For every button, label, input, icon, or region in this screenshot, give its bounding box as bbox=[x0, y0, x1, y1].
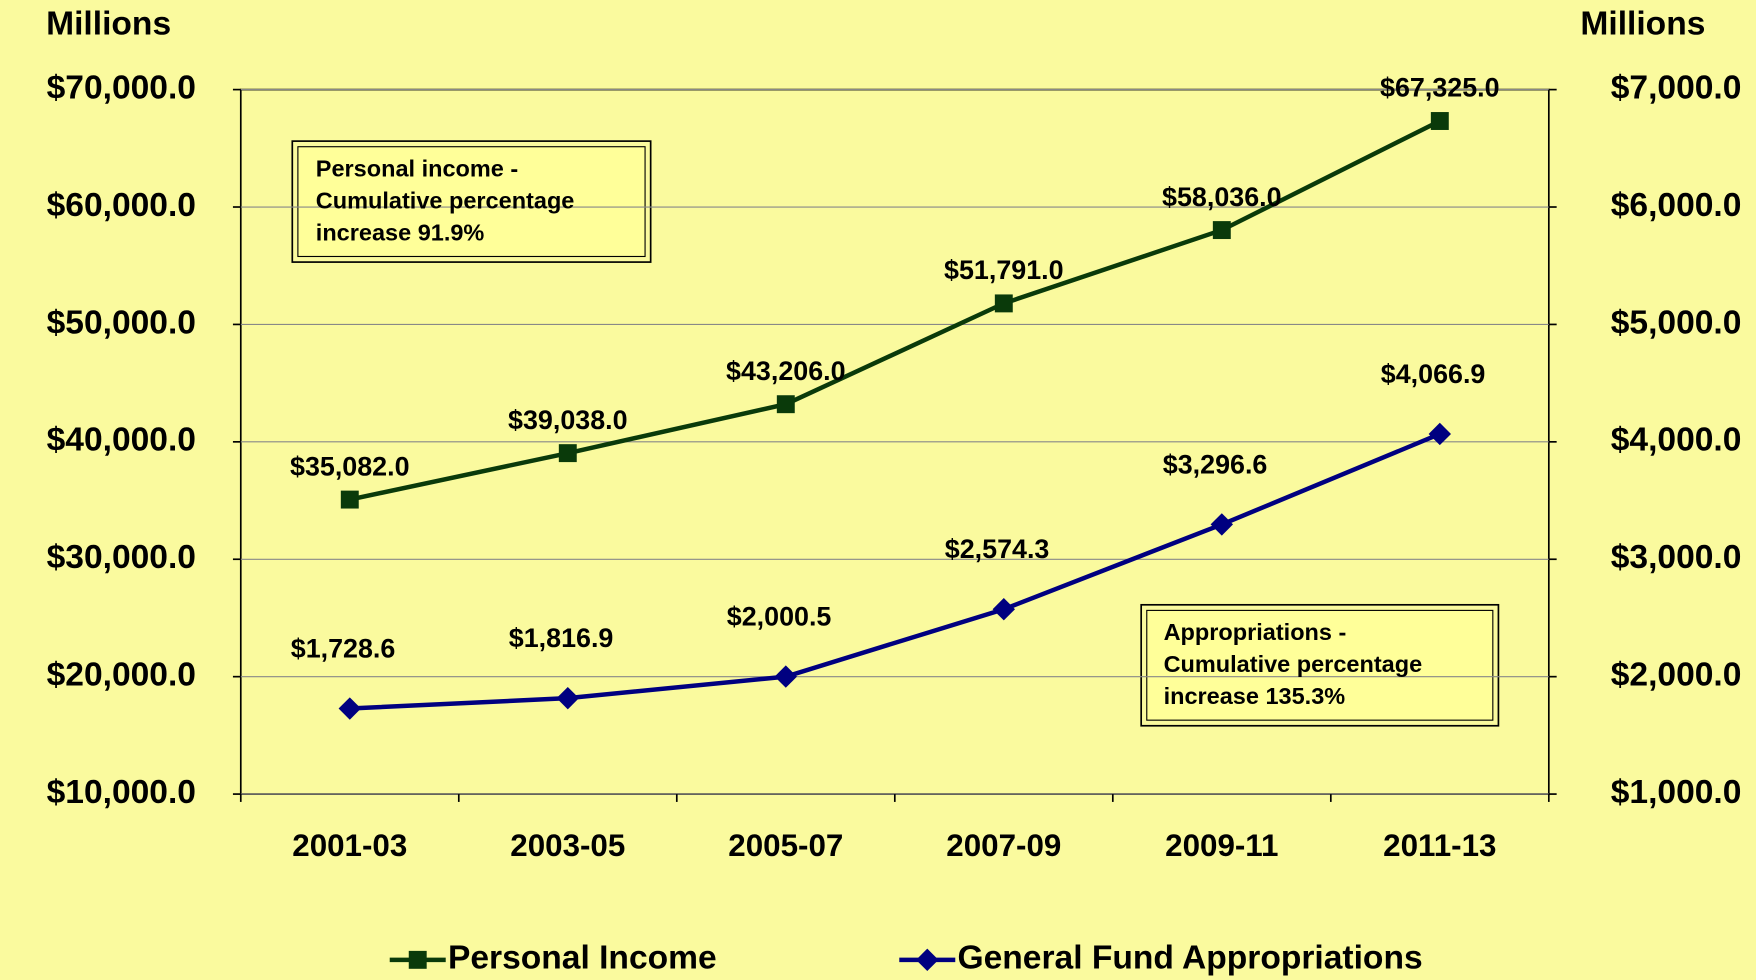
y-tick-label: $20,000.0 bbox=[47, 657, 196, 694]
data-label: $58,036.0 bbox=[1162, 182, 1281, 212]
x-tick-label: 2003-05 bbox=[510, 828, 625, 863]
data-label: $3,296.6 bbox=[1163, 449, 1268, 479]
data-label: $67,325.0 bbox=[1380, 73, 1499, 103]
y-tick-label: $50,000.0 bbox=[47, 304, 196, 341]
y-tick-label: $60,000.0 bbox=[47, 187, 196, 224]
data-point bbox=[556, 686, 579, 710]
data-point bbox=[340, 490, 359, 509]
data-label: $51,791.0 bbox=[944, 255, 1063, 285]
data-point bbox=[338, 697, 361, 720]
y2-tick-label: $4,000.0 bbox=[1611, 422, 1742, 459]
series-line bbox=[349, 431, 1441, 711]
data-label: $39,038.0 bbox=[508, 405, 627, 435]
data-point bbox=[992, 598, 1016, 621]
y2-tick-label: $6,000.0 bbox=[1611, 187, 1742, 224]
annotation-box bbox=[1140, 603, 1500, 727]
y2-axis-title: Millions bbox=[1580, 6, 1705, 43]
annotation-border bbox=[1140, 603, 1500, 727]
y-tick-label: $30,000.0 bbox=[47, 539, 196, 576]
legend-label: General Fund Appropriations bbox=[958, 940, 1423, 977]
annotation-text: Appropriations - bbox=[1164, 619, 1347, 645]
data-label: $35,082.0 bbox=[290, 451, 409, 481]
data-point bbox=[1212, 221, 1231, 240]
data-label: $1,728.6 bbox=[291, 633, 396, 663]
data-point bbox=[558, 444, 577, 463]
legend-label: Personal Income bbox=[448, 940, 717, 977]
annotation-fill bbox=[297, 146, 646, 258]
x-tick-label: 2011-13 bbox=[1383, 828, 1496, 863]
x-tick-label: 2001-03 bbox=[292, 828, 407, 863]
annotation-text: Cumulative percentage bbox=[1164, 651, 1423, 677]
x-tick-label: 2007-09 bbox=[946, 828, 1061, 863]
data-point bbox=[1430, 112, 1449, 130]
y2-tick-label: $3,000.0 bbox=[1611, 539, 1742, 576]
annotation-fill bbox=[1146, 609, 1494, 721]
data-point bbox=[776, 395, 795, 414]
annotation-text: Personal income - bbox=[316, 155, 518, 181]
y-tick-label: $40,000.0 bbox=[47, 422, 196, 459]
x-tick-label: 2009-11 bbox=[1165, 828, 1278, 863]
data-point bbox=[1210, 513, 1234, 536]
y2-tick-label: $7,000.0 bbox=[1611, 69, 1742, 106]
series-line bbox=[349, 119, 1441, 502]
legend-marker bbox=[408, 950, 427, 969]
data-label: $2,574.3 bbox=[945, 534, 1050, 564]
data-label: $43,206.0 bbox=[726, 356, 845, 386]
data-label: $2,000.5 bbox=[727, 601, 832, 631]
data-point bbox=[1428, 422, 1452, 446]
y2-tick-label: $5,000.0 bbox=[1611, 304, 1742, 341]
data-label: $1,816.9 bbox=[509, 623, 614, 653]
legend-marker bbox=[916, 948, 939, 972]
y-tick-label: $70,000.0 bbox=[47, 69, 196, 106]
data-point bbox=[994, 294, 1013, 313]
annotation-text: increase 91.9% bbox=[316, 219, 485, 245]
annotation-text: increase 135.3% bbox=[1164, 683, 1346, 709]
y2-tick-label: $2,000.0 bbox=[1611, 657, 1742, 694]
y-tick-label: $10,000.0 bbox=[47, 774, 196, 811]
annotation-border bbox=[291, 140, 652, 263]
x-tick-label: 2005-07 bbox=[728, 828, 843, 863]
data-label: $4,066.9 bbox=[1381, 359, 1486, 389]
y-axis-title: Millions bbox=[46, 6, 171, 43]
y2-tick-label: $1,000.0 bbox=[1611, 774, 1742, 811]
annotation-text: Cumulative percentage bbox=[316, 187, 575, 213]
data-point bbox=[774, 665, 797, 688]
annotation-box bbox=[291, 140, 652, 263]
